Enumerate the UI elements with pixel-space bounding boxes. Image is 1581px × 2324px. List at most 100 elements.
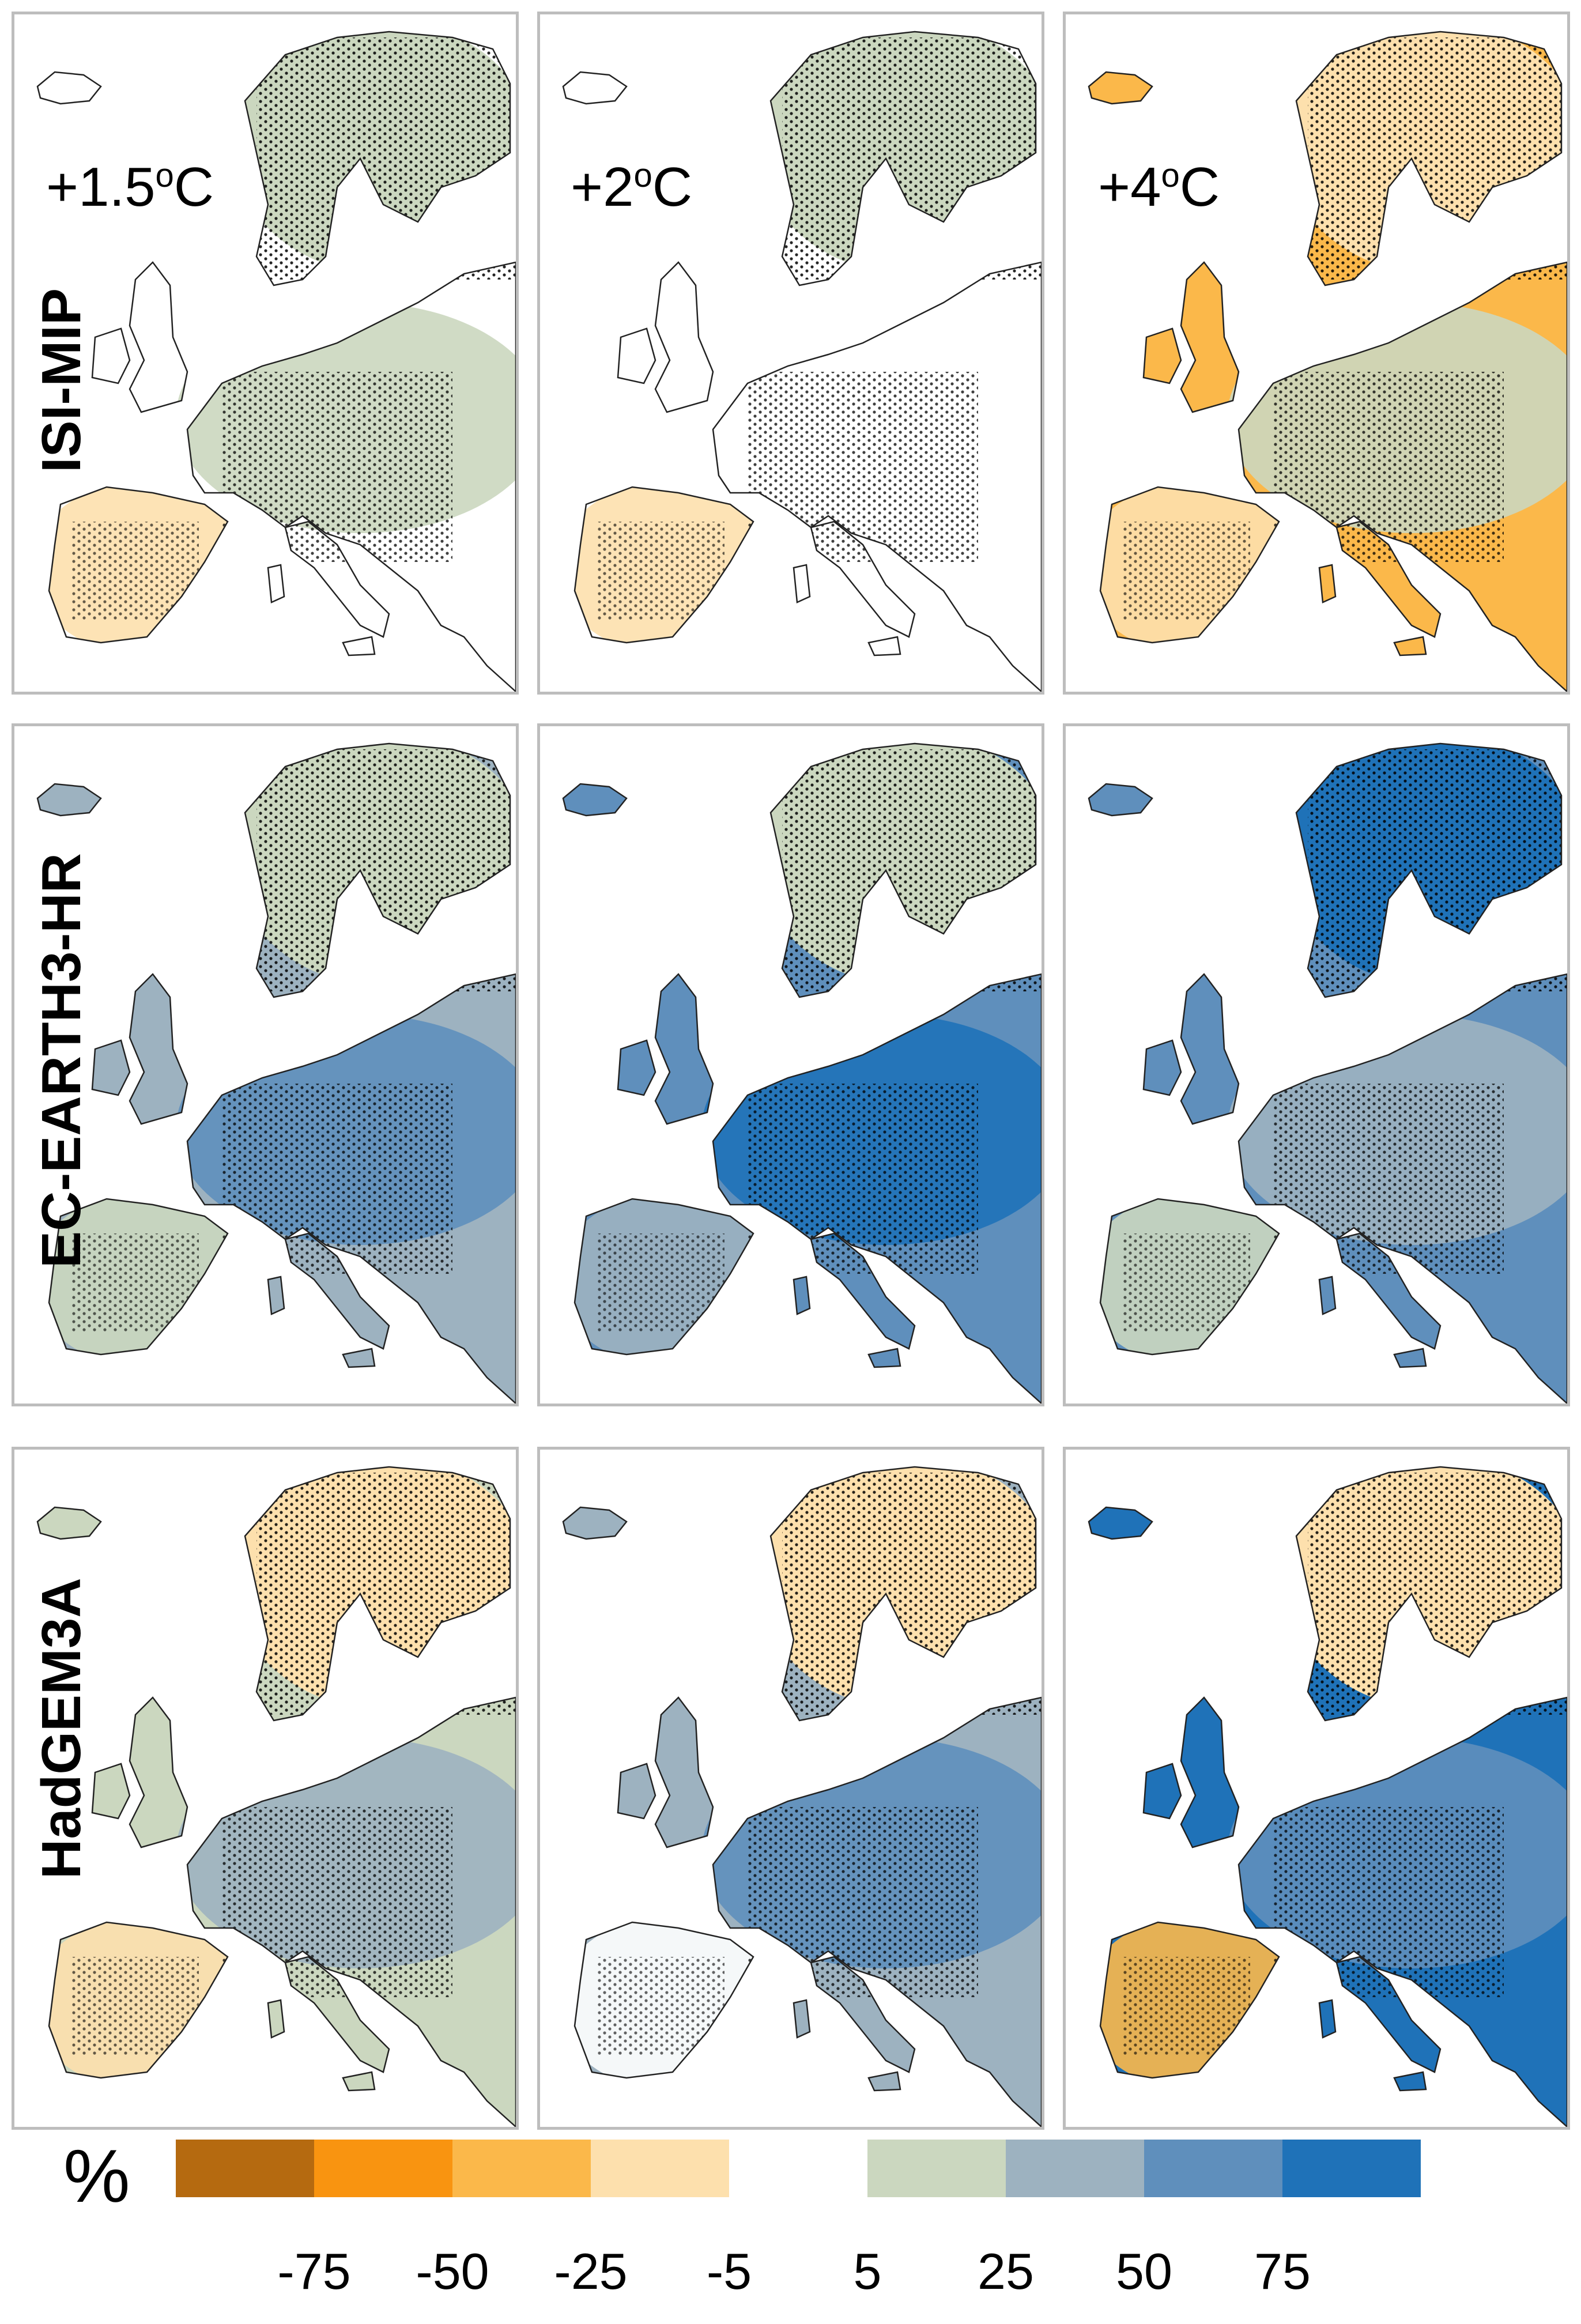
great-britain-outline [654, 1696, 714, 1848]
row-label-ec-earth3-hr: EC-EARTH3-HR [31, 853, 92, 1268]
europe-map [1088, 1466, 1567, 2127]
mainland-outline [1237, 1696, 1567, 2127]
map-panel-r2-c2 [1063, 1447, 1570, 2130]
scandinavia-outline [769, 31, 1037, 286]
great-britain-outline [1180, 973, 1240, 1125]
iberia-outline [1099, 1921, 1280, 2079]
ireland-outline [1142, 327, 1182, 384]
ireland-outline [91, 327, 131, 384]
legend-swatch [1144, 2140, 1282, 2197]
iberia-outline [573, 1198, 754, 1356]
warming-label-1: +1.5oC [46, 156, 214, 218]
map-panel-r2-c0 [12, 1447, 519, 2130]
sicily-outline [342, 2071, 376, 2092]
legend-swatch [867, 2140, 1006, 2197]
sardinia-outline [793, 564, 811, 603]
europe-map [562, 1466, 1042, 2127]
legend-tick: -75 [277, 2243, 351, 2300]
italy-outline [810, 1956, 916, 2073]
ireland-outline [617, 1039, 656, 1096]
great-britain-outline [129, 973, 188, 1125]
iberia-outline [48, 1921, 229, 2079]
scandinavia-outline [1295, 742, 1563, 998]
ireland-outline [617, 1763, 656, 1820]
iberia-outline [573, 1921, 754, 2079]
europe-map [36, 1466, 516, 2127]
legend-tick: -50 [416, 2243, 489, 2300]
mainland-outline [186, 261, 516, 692]
map-panel-r2-c1 [537, 1447, 1044, 2130]
iceland-outline [562, 1506, 628, 1540]
map-panel-r1-c1 [537, 723, 1044, 1406]
italy-outline [284, 1956, 390, 2073]
map-panel-r1-c2 [1063, 723, 1570, 1406]
great-britain-outline [129, 261, 188, 413]
great-britain-outline [654, 261, 714, 413]
iceland-outline [562, 783, 628, 817]
sicily-outline [342, 636, 376, 657]
sardinia-outline [1318, 1999, 1337, 2039]
iberia-outline [1099, 1198, 1280, 1356]
legend-swatch [452, 2140, 591, 2197]
mainland-outline [1237, 261, 1567, 692]
italy-outline [1335, 1956, 1442, 2073]
map-panel-r0-c0 [12, 12, 519, 695]
iberia-outline [48, 486, 229, 644]
iceland-outline [1088, 783, 1153, 817]
sardinia-outline [793, 1276, 811, 1315]
legend-swatch [591, 2140, 729, 2197]
warming-label-3: +4oC [1098, 156, 1220, 218]
warming-label-2: +2oC [571, 156, 693, 218]
legend-swatch [1282, 2140, 1421, 2197]
mainland-outline [186, 1696, 516, 2127]
mainland-outline [1237, 973, 1567, 1404]
scandinavia-outline [769, 742, 1037, 998]
mainland-outline [186, 973, 516, 1404]
italy-outline [810, 520, 916, 638]
scandinavia-outline [244, 1466, 511, 1722]
europe-map [1088, 742, 1567, 1404]
sardinia-outline [793, 1999, 811, 2039]
sardinia-outline [1318, 1276, 1337, 1315]
italy-outline [284, 520, 390, 638]
legend-colorbar [176, 2140, 1421, 2197]
great-britain-outline [1180, 261, 1240, 413]
great-britain-outline [654, 973, 714, 1125]
sardinia-outline [1318, 564, 1337, 603]
legend-tick: 50 [1116, 2243, 1172, 2300]
legend-unit: % [63, 2134, 130, 2218]
row-label-isi-mip: ISI-MIP [31, 288, 92, 473]
iceland-outline [36, 783, 102, 817]
great-britain-outline [1180, 1696, 1240, 1848]
sicily-outline [1393, 2071, 1427, 2092]
sardinia-outline [267, 564, 285, 603]
europe-map [1088, 31, 1567, 692]
scandinavia-outline [1295, 1466, 1563, 1722]
iberia-outline [1099, 486, 1280, 644]
iberia-outline [48, 1198, 229, 1356]
scandinavia-outline [244, 31, 511, 286]
iceland-outline [36, 71, 102, 105]
scandinavia-outline [1295, 31, 1563, 286]
italy-outline [810, 1232, 916, 1350]
legend-tick: 25 [978, 2243, 1034, 2300]
mainland-outline [712, 973, 1042, 1404]
iceland-outline [1088, 1506, 1153, 1540]
sicily-outline [867, 2071, 901, 2092]
legend-swatch [729, 2140, 867, 2197]
sardinia-outline [267, 1276, 285, 1315]
iberia-outline [573, 486, 754, 644]
sicily-outline [1393, 636, 1427, 657]
iceland-outline [562, 71, 628, 105]
legend-tick: -25 [554, 2243, 628, 2300]
legend-swatch [314, 2140, 452, 2197]
europe-map [562, 742, 1042, 1404]
map-panel-r0-c2 [1063, 12, 1570, 695]
europe-map [562, 31, 1042, 692]
mainland-outline [712, 1696, 1042, 2127]
mainland-outline [712, 261, 1042, 692]
italy-outline [284, 1232, 390, 1350]
great-britain-outline [129, 1696, 188, 1848]
map-panel-r0-c1 [537, 12, 1044, 695]
